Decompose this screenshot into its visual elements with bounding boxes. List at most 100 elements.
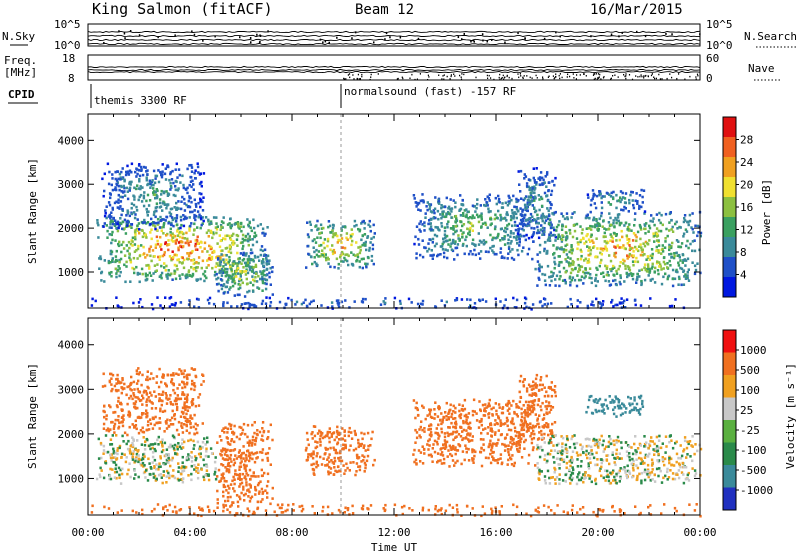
noise-panel: N.Sky 10^5 10^0 10^5 10^0 N.Search [2,18,797,52]
colorbar-swatch [723,137,736,157]
nave-dot [561,76,563,79]
nave-dot [684,78,686,80]
nsky-label: N.Sky [2,30,35,43]
station-title: King Salmon (fitACF) [92,0,273,18]
colorbar-swatch [723,352,736,375]
noise-dot [351,37,353,40]
colorbar-tick-label: 4 [740,269,747,282]
nave-dot [650,74,653,77]
nave-dot [658,73,660,76]
noise-dot [322,41,324,44]
noise-dot [129,30,132,33]
nave-dot [459,74,461,77]
noise-dot [157,36,159,39]
time-tick-label: 08:00 [275,526,308,539]
nave-dot [475,76,477,79]
noise-dot [259,34,262,37]
time-tick-label: 16:00 [479,526,512,539]
noise-dot [249,36,252,39]
nave-label: Nave [748,62,775,75]
nave-dot [569,75,571,78]
nave-dot [361,73,363,76]
colorbar-tick-label: 25 [740,404,753,417]
colorbar-swatch [723,177,736,197]
nave-dot [517,73,519,75]
power-colorbar-label: Power [dB] [760,179,773,245]
nave-dot [555,75,557,78]
noise-dot [373,41,375,44]
nsky-tick-bottom: 10^0 [54,39,81,52]
power-echoes [90,162,703,311]
nave-tick-top: 60 [706,52,719,65]
noise-trace [87,34,700,38]
nave-dot [592,74,595,76]
velocity-echo-region-2 [101,367,205,437]
noise-dot [250,41,252,44]
nave-dot [644,75,646,77]
nave-dot [446,75,448,78]
nave-dot [487,77,489,80]
nave-dot [529,76,531,79]
time-tick-label: 20:00 [581,526,614,539]
noise-dot [259,40,261,43]
nave-dot [370,76,372,78]
nave-dot [595,73,597,75]
noise-dot [118,30,120,33]
nave-dot [442,75,444,77]
noise-dot [636,30,638,33]
nave-dot [460,76,462,78]
noise-dot [354,31,357,34]
velocity-echoes [90,367,703,518]
nave-dot [547,76,549,79]
noise-trace [87,30,701,34]
nave-dot [506,74,508,77]
nave-dot [623,73,625,76]
noise-dot [543,37,546,40]
nave-dot [361,75,363,78]
nave-dot [696,73,699,76]
nave-dot [427,74,429,77]
nave-tick-bottom: 0 [706,72,713,85]
noise-dot [481,33,484,36]
nave-dot [370,73,372,76]
noise-dot [174,34,176,37]
nave-dot [428,76,430,78]
time-tick-label: 04:00 [173,526,206,539]
nave-dot [490,77,492,79]
noise-dot [239,36,241,39]
nave-dot [402,77,404,80]
nave-dot [603,75,605,78]
noise-dot [590,35,592,38]
nave-dot [598,77,600,79]
nave-dot [498,76,500,79]
nave-dot [343,77,345,80]
nave-dot [635,75,637,77]
nave-dot [347,74,349,76]
nave-dot [409,77,411,79]
nave-dot [689,75,691,78]
nave-dot [695,76,697,78]
velocity-echo-region-4 [304,425,376,477]
nave-dot [602,77,605,79]
nave-dot [443,78,445,80]
noise-dot [417,37,420,40]
nave-dot [612,74,614,77]
nave-dot [624,75,626,78]
time-tick-label: 12:00 [377,526,410,539]
colorbar-tick-label: -25 [740,424,760,437]
nave-dot [488,74,490,77]
colorbar-swatch [723,330,736,353]
colorbar-swatch [723,257,736,277]
power-echo-region-3 [215,251,274,298]
power-ytick-label: 3000 [58,178,85,191]
nave-dot [397,77,399,80]
colorbar-tick-label: 1000 [740,344,767,357]
nave-dot [552,75,554,77]
nave-dot [567,73,569,76]
colorbar-tick-label: 28 [740,134,753,147]
noise-dot [621,31,623,34]
nave-dot [583,73,585,75]
colorbar-swatch [723,465,736,488]
nave-dot [639,75,641,78]
nave-dot [542,76,544,78]
